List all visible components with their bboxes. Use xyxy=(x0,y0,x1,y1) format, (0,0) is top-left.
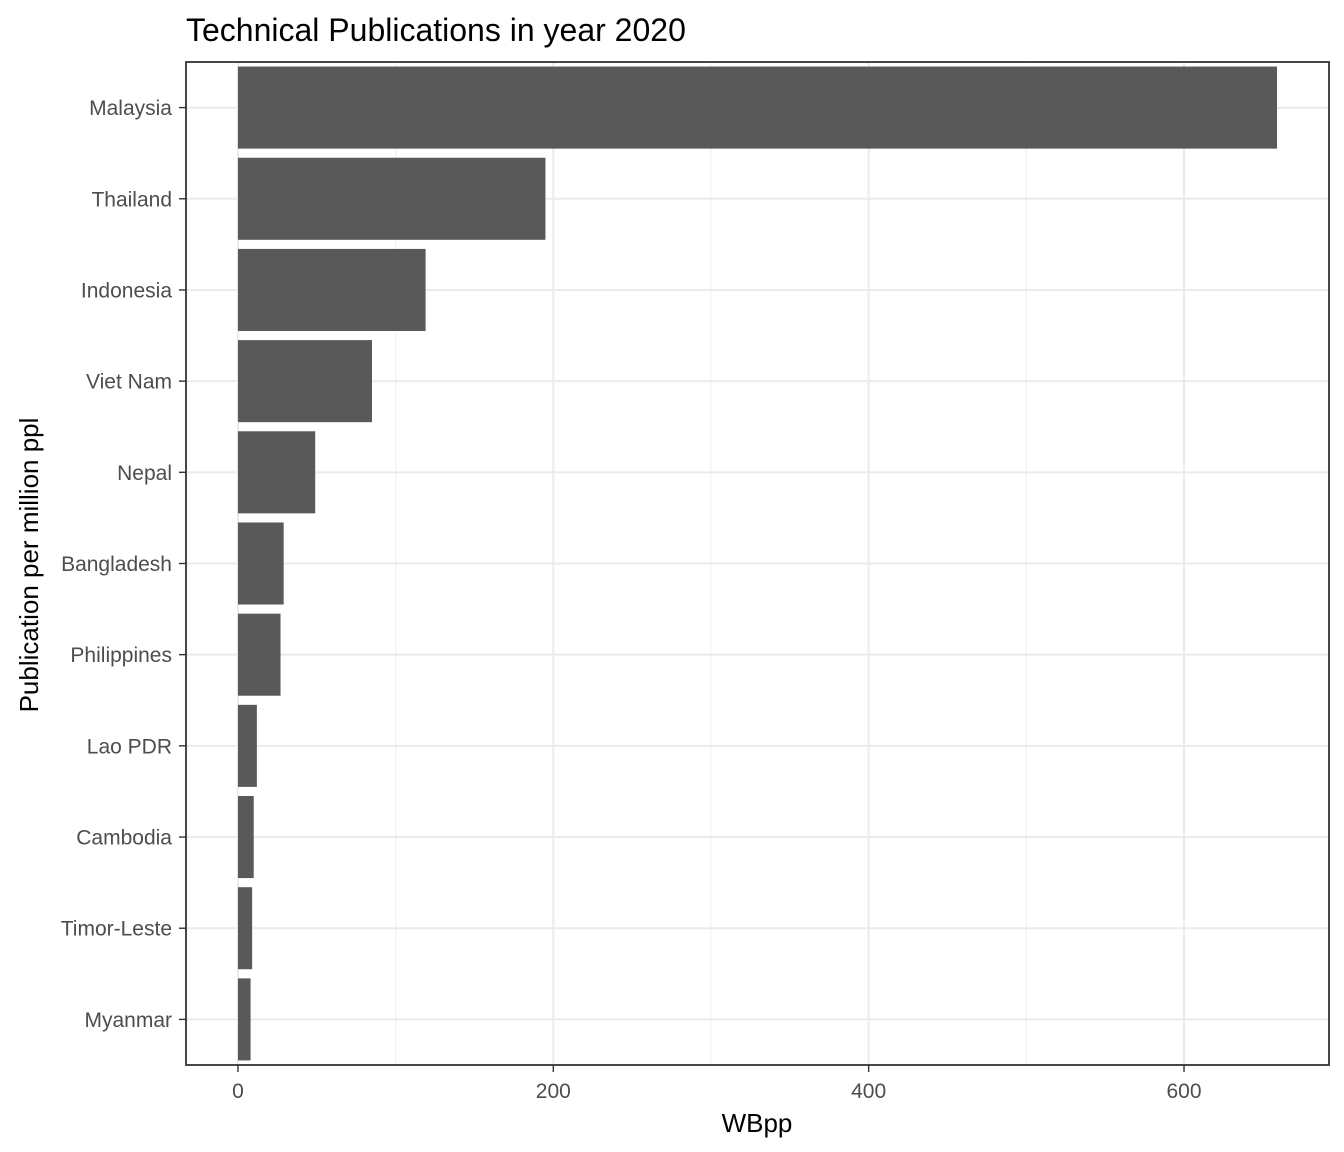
y-tick-label: Malaysia xyxy=(89,97,172,120)
y-tick-label: Indonesia xyxy=(81,279,172,302)
y-tick-label: Cambodia xyxy=(76,827,172,850)
y-tick-label: Timor-Leste xyxy=(61,918,172,941)
bar-bangladesh xyxy=(237,522,284,605)
x-tick-label: 0 xyxy=(232,1080,244,1103)
bars xyxy=(237,66,1278,1061)
y-tick-label: Viet Nam xyxy=(86,371,172,394)
y-tick-label: Nepal xyxy=(117,462,172,485)
bar-cambodia xyxy=(237,796,254,879)
y-axis: Malaysia Thailand Indonesia Viet Nam Nepal Ba… xyxy=(61,97,186,1032)
x-tick-label: 400 xyxy=(851,1080,886,1103)
bar-lao-pdr xyxy=(237,704,257,787)
bar-myanmar xyxy=(237,978,251,1061)
y-tick-label: Lao PDR xyxy=(87,735,172,758)
y-tick-label: Philippines xyxy=(70,644,172,667)
bar-nepal xyxy=(237,431,316,514)
x-axis: 0 200 400 600 xyxy=(232,1065,1202,1103)
bar-malaysia xyxy=(237,66,1278,149)
y-axis-title: Publication per million ppl xyxy=(14,418,44,713)
bar-indonesia xyxy=(237,248,426,331)
x-axis-title: WBpp xyxy=(722,1108,793,1138)
x-tick-label: 600 xyxy=(1166,1080,1201,1103)
grid-lines xyxy=(186,62,1329,1065)
bar-thailand xyxy=(237,157,546,240)
y-tick-label: Myanmar xyxy=(84,1009,172,1032)
bar-viet-nam xyxy=(237,340,372,423)
chart-title: Technical Publications in year 2020 xyxy=(186,12,686,48)
y-tick-label: Bangladesh xyxy=(61,553,172,576)
x-tick-label: 200 xyxy=(536,1080,571,1103)
bar-philippines xyxy=(237,613,281,696)
y-tick-label: Thailand xyxy=(91,188,172,211)
bar-timor-leste xyxy=(237,887,253,970)
